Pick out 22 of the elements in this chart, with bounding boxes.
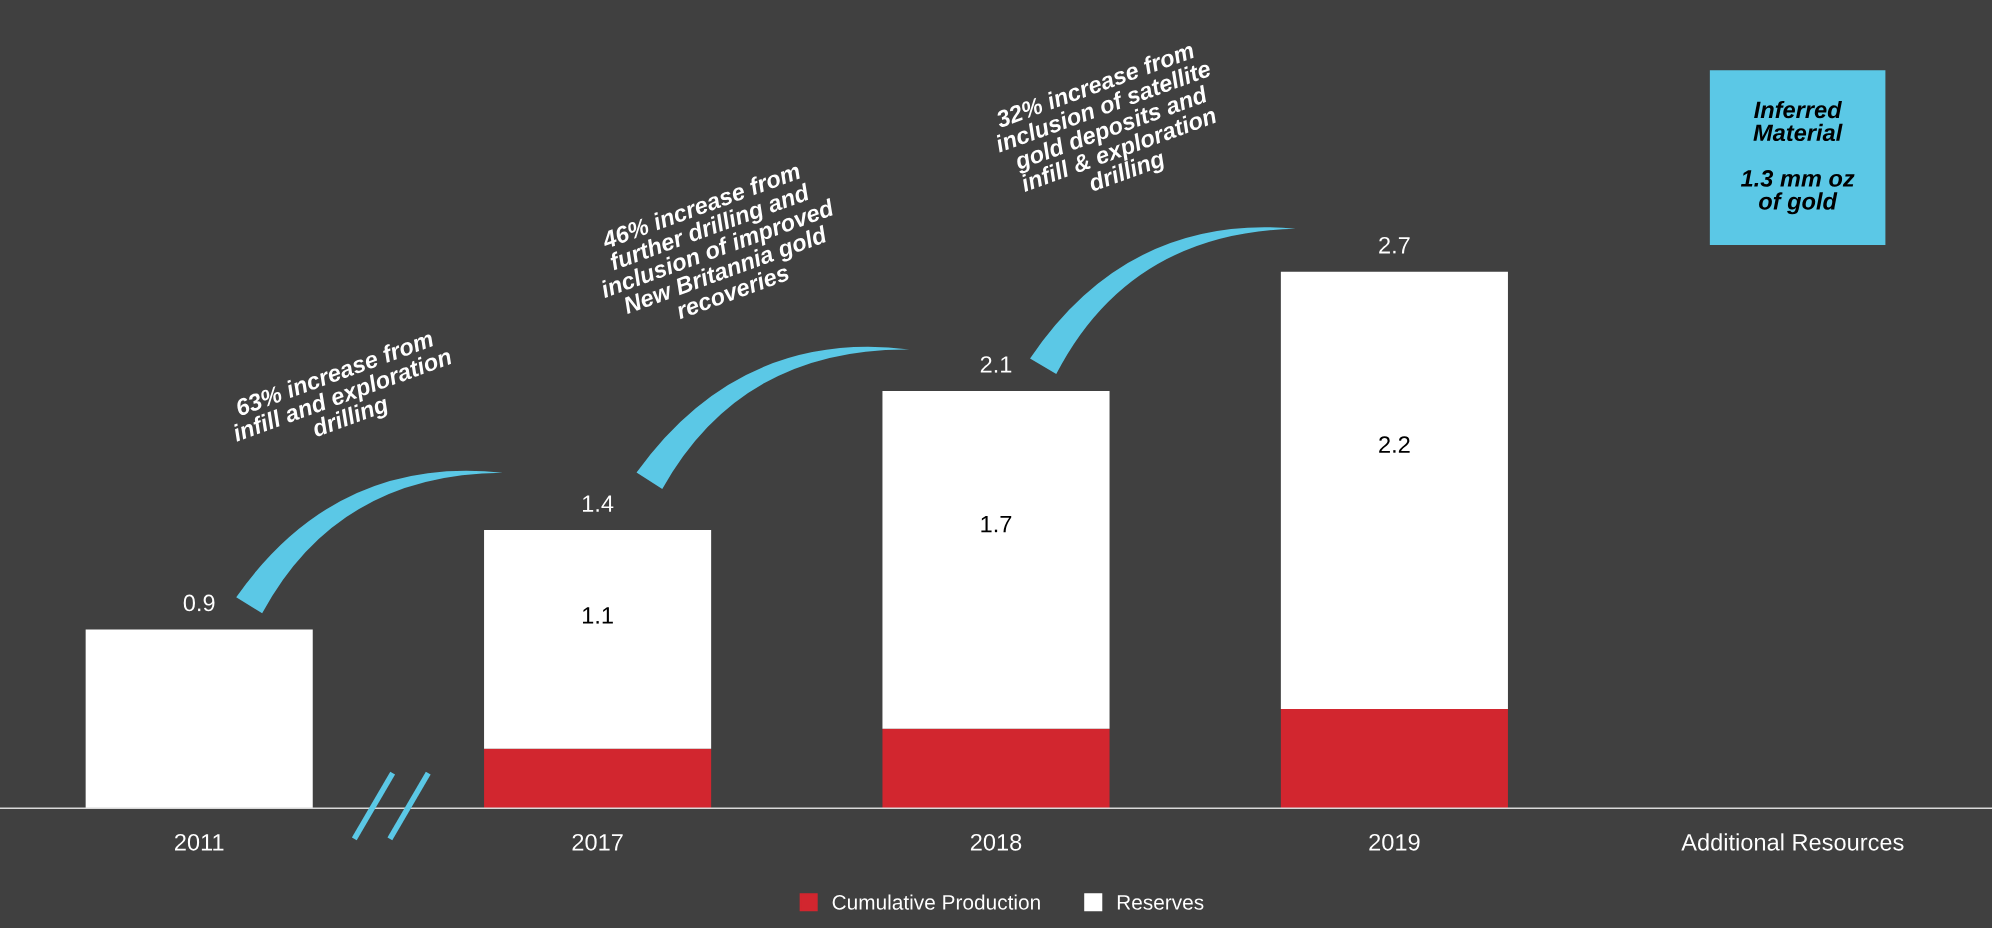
bar: [1280, 708, 1508, 809]
bar: [882, 728, 1110, 809]
text: Inferred Material 1.3 mm oz of gold: [1740, 100, 1855, 215]
bar: [85, 629, 313, 809]
x-tick-label: Additional Resources: [1681, 833, 1904, 851]
data-label: 1.7: [981, 515, 1012, 533]
total-label: 0.9: [183, 594, 215, 612]
bar: [484, 530, 712, 749]
x-tick-label: 2019: [1369, 833, 1420, 851]
total-label: 1.4: [582, 495, 614, 512]
legend-label: Cumulative Production: [832, 894, 1040, 910]
x-tick-label: 2017: [572, 833, 623, 851]
bar: [1280, 271, 1508, 709]
legend-label: Reserves: [1117, 895, 1204, 910]
bar: [882, 390, 1110, 729]
bar: [484, 748, 712, 809]
data-label: 2.2: [1379, 436, 1410, 453]
data-label: 1.1: [582, 607, 613, 624]
x-tick-label: 2011: [175, 833, 224, 851]
total-label: 2.1: [980, 356, 1012, 373]
x-tick-label: 2018: [970, 833, 1022, 851]
total-label: 2.7: [1379, 236, 1410, 254]
